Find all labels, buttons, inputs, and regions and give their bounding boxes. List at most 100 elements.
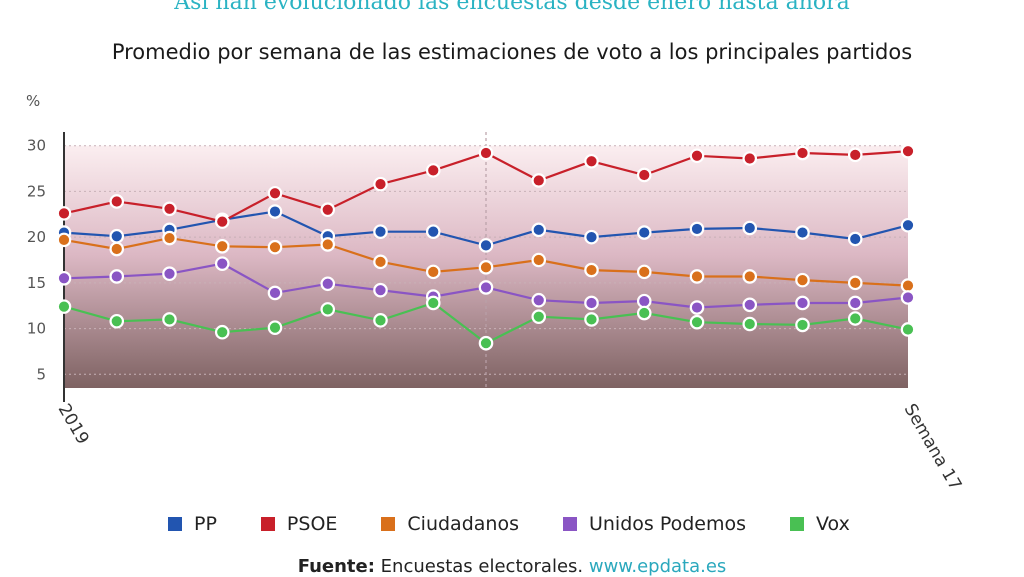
data-point-unidos-podemos[interactable] [162, 266, 177, 282]
data-point-vox[interactable] [689, 314, 705, 330]
data-point-vox[interactable] [267, 320, 283, 335]
data-point-vox[interactable] [56, 299, 72, 314]
data-point-psoe[interactable] [162, 201, 177, 217]
series-unidos-podemos [56, 256, 916, 315]
data-point-vox[interactable] [531, 309, 547, 324]
data-point-ciudadanos[interactable] [847, 275, 863, 291]
data-point-ciudadanos[interactable] [478, 260, 494, 275]
data-point-psoe[interactable] [584, 153, 599, 169]
data-point-psoe[interactable] [267, 185, 283, 201]
data-point-psoe[interactable] [531, 173, 547, 188]
y-tick-label: 25 [27, 182, 46, 200]
data-point-psoe[interactable] [847, 147, 863, 163]
data-point-pp[interactable] [795, 225, 810, 240]
data-point-vox[interactable] [425, 295, 441, 311]
data-point-vox[interactable] [847, 311, 863, 326]
data-point-ciudadanos[interactable] [742, 269, 758, 284]
data-point-ciudadanos[interactable] [56, 232, 72, 248]
data-point-vox[interactable] [900, 322, 916, 337]
data-point-ciudadanos[interactable] [584, 262, 599, 278]
y-tick-label: 5 [36, 365, 46, 383]
data-point-psoe[interactable] [795, 145, 810, 161]
y-axis-unit: % [26, 92, 40, 110]
data-point-vox[interactable] [109, 313, 125, 329]
data-point-unidos-podemos[interactable] [109, 269, 125, 284]
data-point-ciudadanos[interactable] [689, 269, 705, 284]
data-point-pp[interactable] [689, 221, 705, 237]
data-point-pp[interactable] [109, 228, 125, 244]
data-point-psoe[interactable] [373, 176, 388, 192]
data-point-vox[interactable] [373, 313, 388, 328]
legend-label: PP [194, 513, 217, 535]
data-point-pp[interactable] [584, 229, 599, 245]
data-point-ciudadanos[interactable] [267, 239, 283, 255]
data-point-unidos-podemos[interactable] [531, 292, 547, 308]
data-point-unidos-podemos[interactable] [267, 285, 283, 301]
data-point-unidos-podemos[interactable] [636, 293, 652, 309]
data-point-pp[interactable] [373, 224, 388, 239]
data-point-pp[interactable] [742, 220, 758, 236]
data-point-pp[interactable] [900, 217, 916, 233]
legend: PP PSOE Ciudadanos Unidos Podemos Vox [168, 513, 850, 535]
data-point-pp[interactable] [267, 204, 283, 219]
data-point-ciudadanos[interactable] [214, 238, 230, 254]
data-point-unidos-podemos[interactable] [373, 282, 388, 298]
legend-label: Vox [816, 513, 850, 535]
data-point-ciudadanos[interactable] [900, 278, 916, 293]
data-point-psoe[interactable] [56, 206, 72, 221]
data-point-ciudadanos[interactable] [162, 230, 177, 246]
data-point-vox[interactable] [162, 312, 177, 327]
data-point-vox[interactable] [214, 324, 230, 340]
y-tick-label: 15 [27, 274, 46, 292]
data-point-unidos-podemos[interactable] [900, 290, 916, 305]
data-point-psoe[interactable] [900, 143, 916, 159]
data-point-ciudadanos[interactable] [109, 241, 125, 257]
data-point-psoe[interactable] [478, 145, 494, 161]
data-point-vox[interactable] [795, 317, 810, 333]
data-point-unidos-podemos[interactable] [795, 295, 810, 311]
data-point-psoe[interactable] [214, 214, 230, 229]
data-point-unidos-podemos[interactable] [742, 297, 758, 313]
data-point-unidos-podemos[interactable] [56, 270, 72, 286]
data-point-pp[interactable] [531, 222, 547, 238]
source-line: Fuente: Encuestas electorales. www.epdat… [0, 556, 1024, 577]
legend-item-psoe: PSOE [260, 513, 337, 535]
data-point-ciudadanos[interactable] [373, 254, 388, 270]
data-point-vox[interactable] [742, 316, 758, 332]
data-point-psoe[interactable] [109, 194, 125, 209]
legend-item-ciudadanos: Ciudadanos [381, 513, 519, 535]
data-point-unidos-podemos[interactable] [214, 256, 230, 271]
data-point-vox[interactable] [478, 335, 494, 351]
data-point-ciudadanos[interactable] [531, 252, 547, 268]
data-point-psoe[interactable] [425, 163, 441, 178]
source-text: Encuestas electorales. [380, 556, 584, 577]
source-link[interactable]: www.epdata.es [588, 556, 727, 577]
data-point-psoe[interactable] [689, 148, 705, 164]
data-point-pp[interactable] [847, 231, 863, 247]
data-point-pp[interactable] [636, 225, 652, 240]
data-point-unidos-podemos[interactable] [584, 295, 599, 311]
data-point-pp[interactable] [425, 224, 441, 239]
series-vox [56, 295, 916, 351]
data-point-vox[interactable] [320, 302, 336, 317]
data-point-unidos-podemos[interactable] [320, 276, 336, 292]
legend-label: Ciudadanos [407, 513, 519, 535]
legend-swatch [790, 517, 805, 531]
data-point-ciudadanos[interactable] [425, 264, 441, 280]
x-axis-end-label: Semana 17 [900, 401, 966, 495]
legend-swatch [381, 517, 396, 531]
data-point-pp[interactable] [478, 238, 494, 253]
data-point-psoe[interactable] [320, 202, 336, 218]
data-point-psoe[interactable] [636, 167, 652, 183]
data-point-psoe[interactable] [742, 151, 758, 166]
data-point-vox[interactable] [636, 305, 652, 321]
chart-title: Promedio por semana de las estimaciones … [111, 40, 913, 64]
data-point-ciudadanos[interactable] [636, 264, 652, 280]
data-point-unidos-podemos[interactable] [478, 280, 494, 295]
data-point-unidos-podemos[interactable] [689, 300, 705, 315]
data-point-vox[interactable] [584, 312, 599, 327]
data-point-unidos-podemos[interactable] [847, 295, 863, 311]
data-point-ciudadanos[interactable] [320, 237, 336, 252]
chart: % 5 10 15 20 25 30 2019 Semana 17 [26, 92, 966, 495]
data-point-ciudadanos[interactable] [795, 272, 810, 288]
